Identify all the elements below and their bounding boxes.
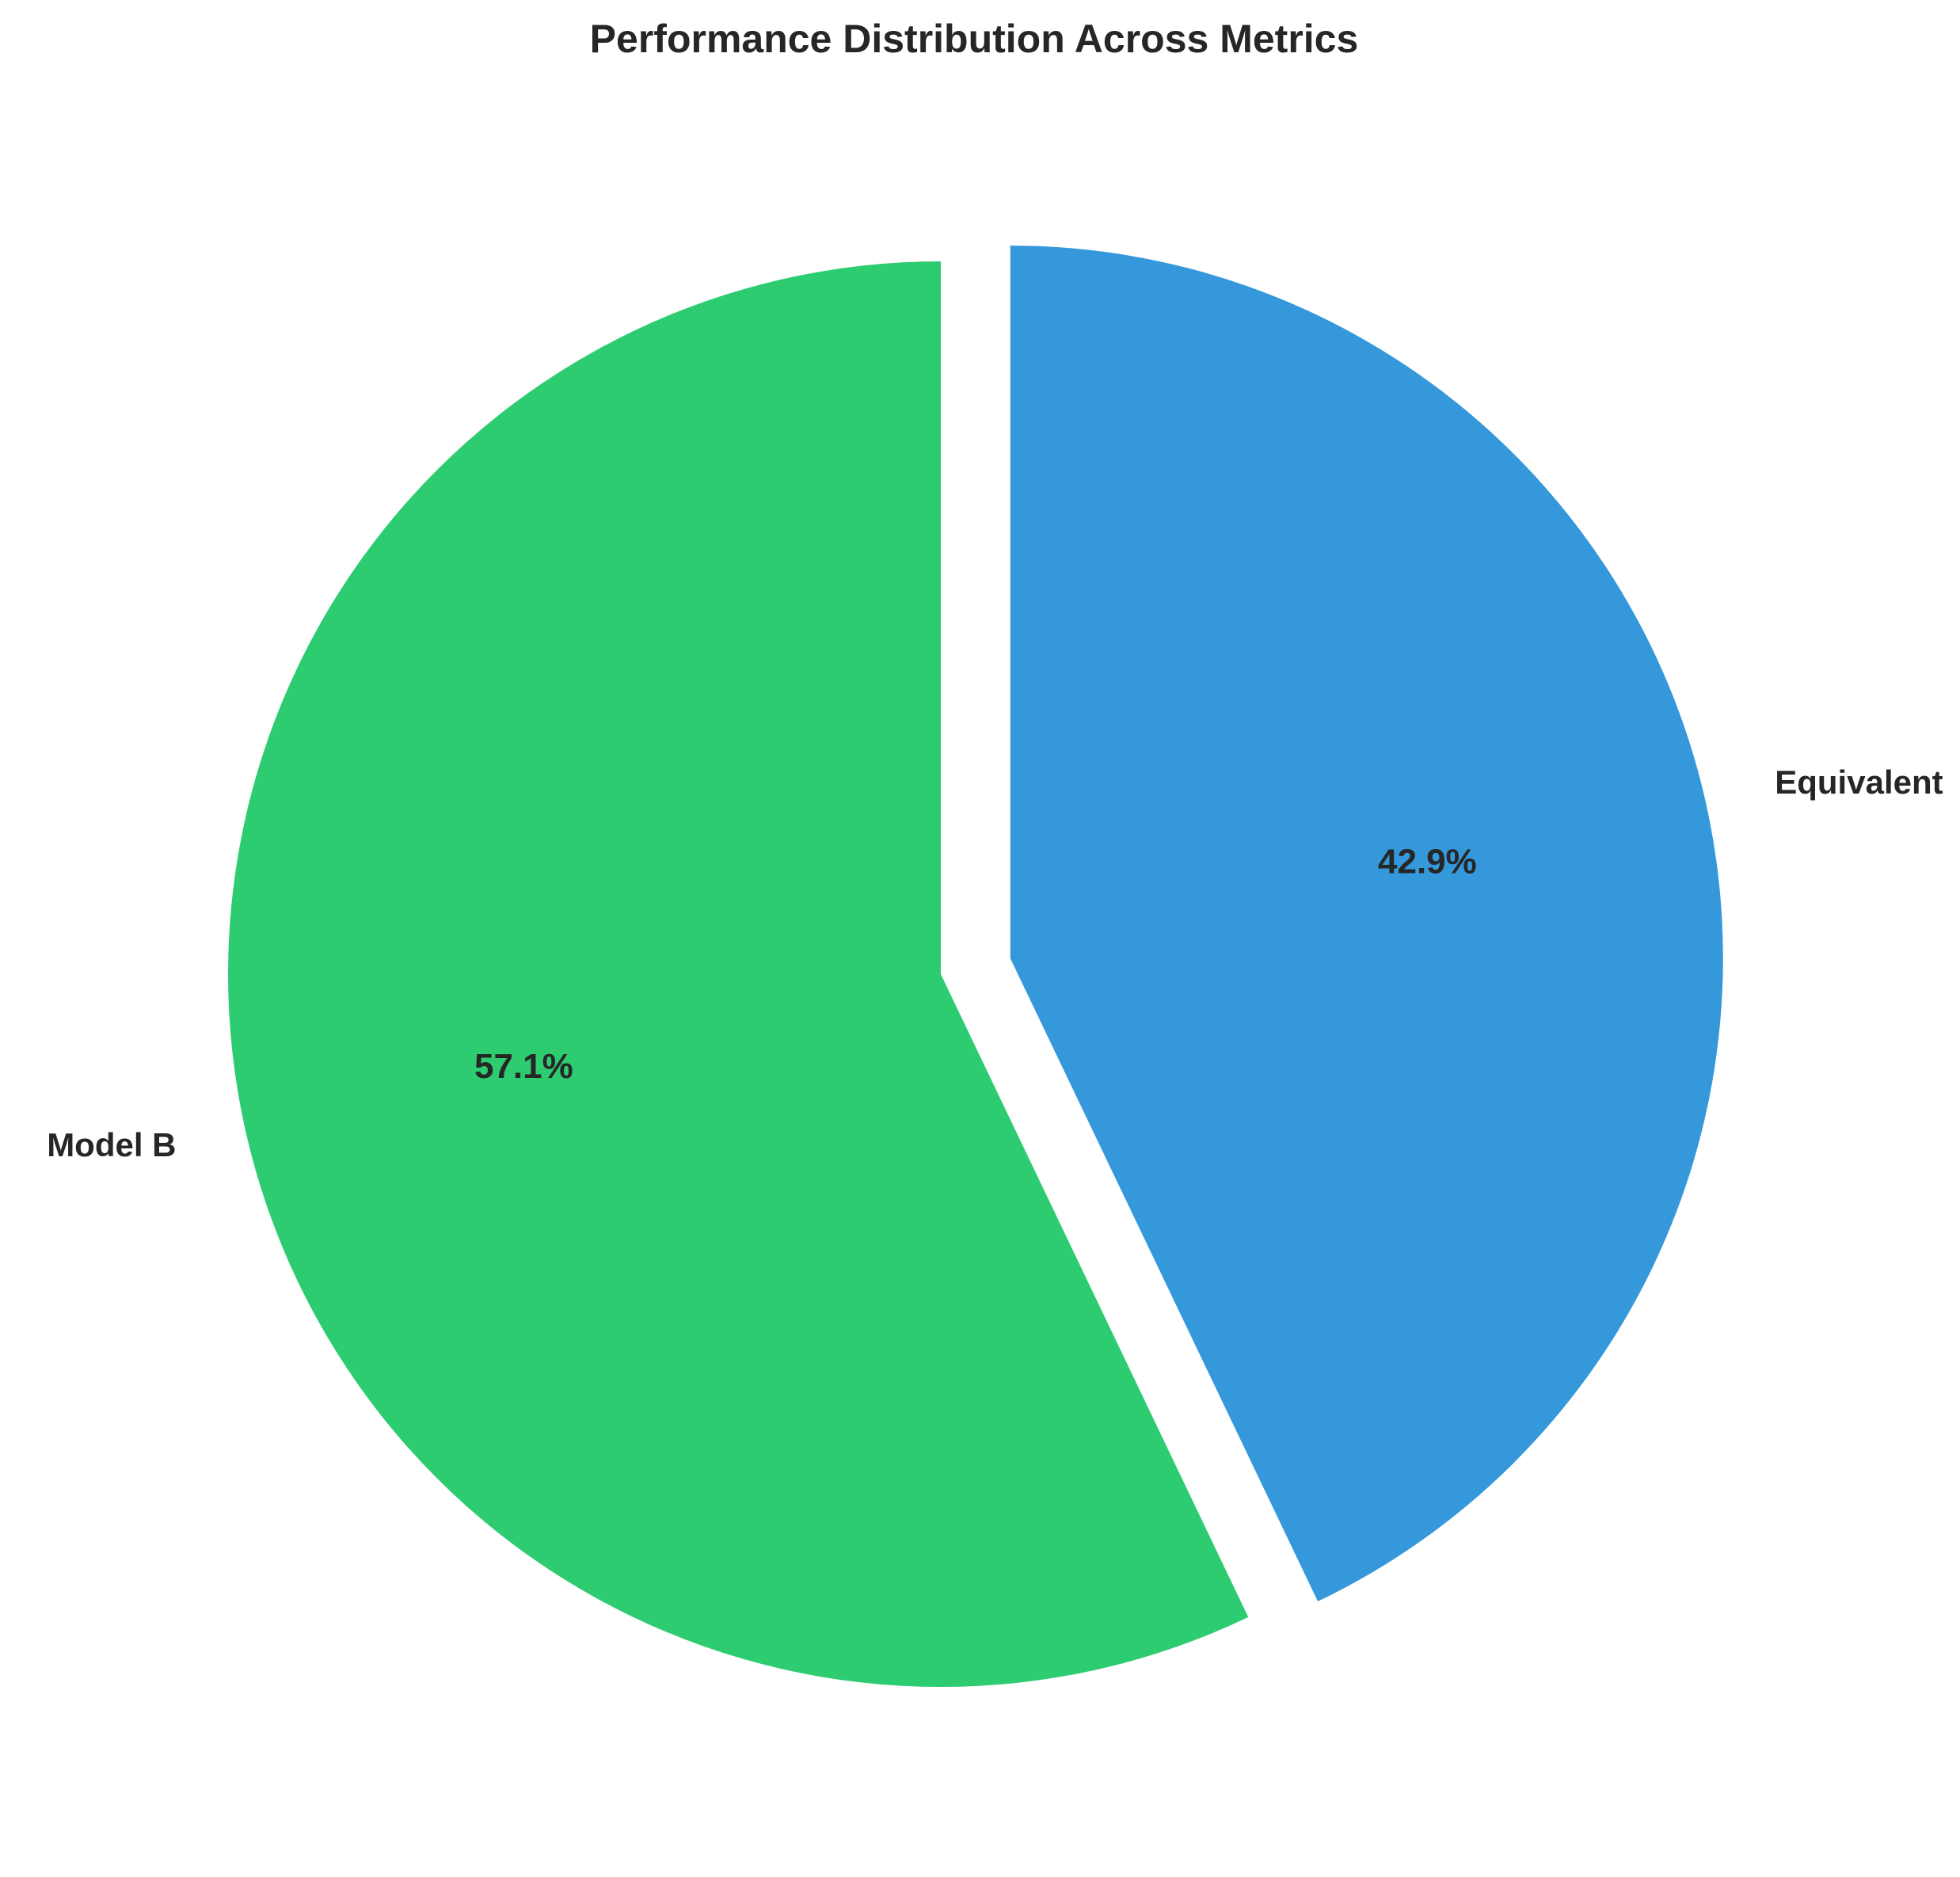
slice-percent-equivalent: 42.9% <box>1378 842 1477 881</box>
chart-title: Performance Distribution Across Metrics <box>590 17 1359 61</box>
pie-slice-equivalent <box>1010 246 1723 1602</box>
slice-percent-model-b: 57.1% <box>474 1047 573 1086</box>
slice-label-model-b: Model B <box>47 1126 176 1163</box>
slice-label-equivalent: Equivalent <box>1775 763 1943 801</box>
labels-layer: Model B 57.1% Equivalent 42.9% <box>47 763 1943 1163</box>
slices-layer <box>228 246 1723 1687</box>
pie-slice-model-b <box>228 261 1249 1687</box>
